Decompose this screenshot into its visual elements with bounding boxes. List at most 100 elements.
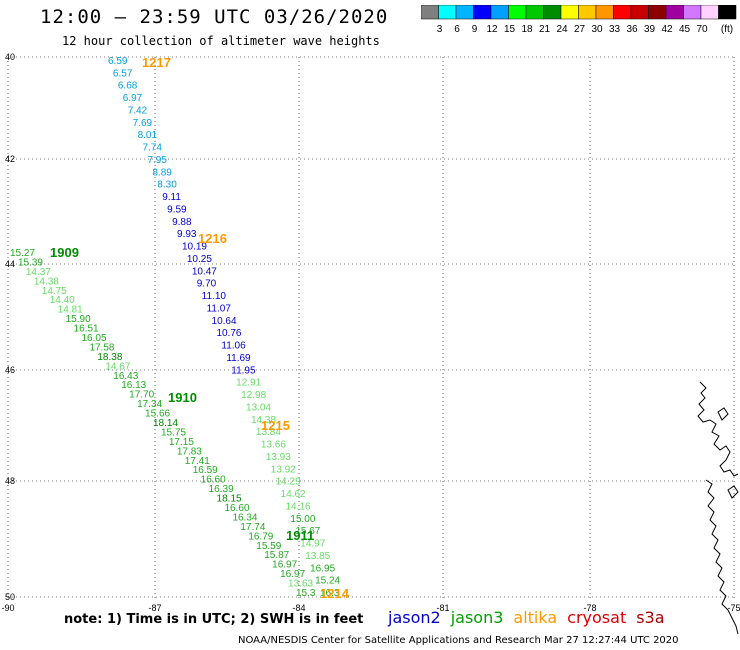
wave-height-value: 18.15 (217, 494, 242, 505)
page-subtitle: 12 hour collection of altimeter wave hei… (62, 34, 380, 48)
wave-height-value: 12.98 (241, 390, 266, 401)
wave-height-value: 15.39 (18, 257, 43, 268)
wave-height-value: 16.79 (248, 531, 273, 542)
wave-height-value: 17.58 (89, 342, 114, 353)
pass-time-label: 1911 (286, 528, 314, 543)
wave-height-value: 6.57 (113, 68, 133, 79)
wave-height-value: 11.10 (202, 291, 227, 302)
wave-height-value: 9.11 (162, 192, 181, 203)
wave-height-value: 15.27 (10, 248, 35, 259)
wave-height-value: 15.24 (315, 576, 340, 587)
legend-item-cryosat: cryosat (567, 608, 627, 627)
wave-height-value: 13.63 (288, 579, 313, 590)
wave-height-value: 9.88 (172, 217, 192, 228)
wave-height-value: 14.40 (50, 295, 75, 306)
wave-height-value: 7.95 (147, 155, 167, 166)
wave-height-value: 15.59 (256, 541, 281, 552)
wave-height-value: 13.04 (246, 402, 271, 413)
wave-height-value: 6.68 (118, 81, 138, 92)
wave-height-value: 16.43 (113, 371, 138, 382)
wave-height-value: 10.76 (216, 328, 241, 339)
color-scale-unit: (ft) (721, 24, 733, 35)
legend-item-s3a: s3a (636, 608, 665, 627)
color-scale-tick: 3 (437, 24, 443, 35)
wave-height-value: 10.64 (212, 316, 237, 327)
wave-height-value: 17.70 (129, 390, 154, 401)
wave-height-value: 9.70 (197, 279, 217, 290)
wave-height-value: 14.75 (42, 286, 67, 297)
longitude-label: -78 (583, 603, 596, 613)
wave-height-value: 15.3 (296, 588, 316, 599)
color-scale-tick: 39 (644, 24, 656, 35)
wave-height-value: 15.90 (66, 314, 91, 325)
wave-height-value: 15.87 (264, 550, 289, 561)
color-scale-tick: 15 (504, 24, 516, 35)
longitude-label: -87 (148, 603, 161, 613)
wave-height-value: 16.97 (272, 560, 297, 571)
color-scale-tick: 6 (454, 24, 460, 35)
latitude-label: 40 (5, 52, 15, 62)
wave-height-value: 14.38 (251, 415, 276, 426)
wave-height-value: 16.05 (82, 333, 107, 344)
pass-time-label: 1216 (198, 231, 227, 246)
latitude-label: 46 (5, 365, 15, 375)
wave-height-value: 16.60 (201, 475, 226, 486)
wave-height-value: 7.74 (143, 143, 163, 154)
wave-height-value: 7.69 (133, 118, 153, 129)
wave-height-value: 13.93 (266, 452, 291, 463)
color-scale-tick: 24 (556, 24, 568, 35)
color-scale-tick: 33 (609, 24, 621, 35)
wave-height-value: 16.95 (310, 563, 335, 574)
longitude-label: -81 (436, 603, 449, 613)
wave-height-value: 11.69 (226, 353, 251, 364)
legend-item-jason3: jason3 (450, 608, 504, 627)
wave-height-value: 12.91 (236, 378, 261, 389)
wave-height-value: 16.97 (280, 569, 305, 580)
footnote: note: 1) Time is in UTC; 2) SWH is in fe… (64, 612, 364, 627)
pass-time-label: 1214 (320, 586, 350, 601)
wave-height-value: 14.62 (281, 489, 306, 500)
wave-height-value: 16.13 (121, 380, 146, 391)
wave-height-value: 14.38 (34, 276, 59, 287)
wave-height-value: 8.30 (157, 180, 177, 191)
wave-height-value: 11.95 (231, 365, 256, 376)
color-scale-tick: 36 (626, 24, 638, 35)
longitude-label: -84 (292, 603, 305, 613)
wave-height-value: 17.41 (185, 456, 210, 467)
wave-height-value: 13.85 (305, 551, 330, 562)
wave-height-value: 14.67 (105, 361, 130, 372)
color-scale-legend: 3 6 9 12 15 18 21 24 27 30 33 36 39 42 45 70 (ft) (421, 5, 737, 35)
longitude-label: -75 (727, 603, 740, 613)
color-scale-tick: 12 (486, 24, 498, 35)
wave-height-value: 8.89 (152, 167, 172, 178)
wave-height-value: 11.06 (221, 341, 246, 352)
pass-time-label: 1910 (168, 390, 197, 405)
wave-height-value: 10.47 (192, 266, 217, 277)
color-scale-tick: 70 (696, 24, 708, 35)
wave-height-value: 14.29 (276, 477, 301, 488)
wave-height-value: 13.92 (271, 464, 296, 475)
wave-height-value: 11.07 (207, 303, 232, 314)
pass-time-label: 1217 (142, 55, 171, 70)
wave-height-value: 16.39 (209, 484, 234, 495)
wave-height-value: 18.38 (97, 352, 122, 363)
color-scale-tick: 45 (679, 24, 691, 35)
wave-height-value: 8.01 (138, 130, 158, 141)
latitude-label: 44 (5, 259, 15, 269)
wave-height-value: 16.3 (320, 588, 340, 599)
color-scale-tick: 9 (472, 24, 478, 35)
color-swatch (718, 5, 737, 20)
latitude-label: 48 (5, 476, 15, 486)
wave-height-value: 9.59 (167, 204, 187, 215)
wave-height-value: 10.25 (187, 254, 212, 265)
wave-height-value: 17.83 (177, 446, 202, 457)
wave-height-value: 15.75 (161, 427, 186, 438)
wave-height-value: 9.93 (177, 229, 197, 240)
satellite-legend: jason2 jason3 altika cryosat s3a (388, 608, 665, 627)
wave-height-value: 17.34 (137, 399, 162, 410)
wave-height-value: 13.66 (261, 440, 286, 451)
pass-time-label: 1909 (50, 245, 79, 260)
latitude-label: 42 (5, 154, 15, 164)
page-title: 12:00 — 23:59 UTC 03/26/2020 (40, 6, 389, 28)
